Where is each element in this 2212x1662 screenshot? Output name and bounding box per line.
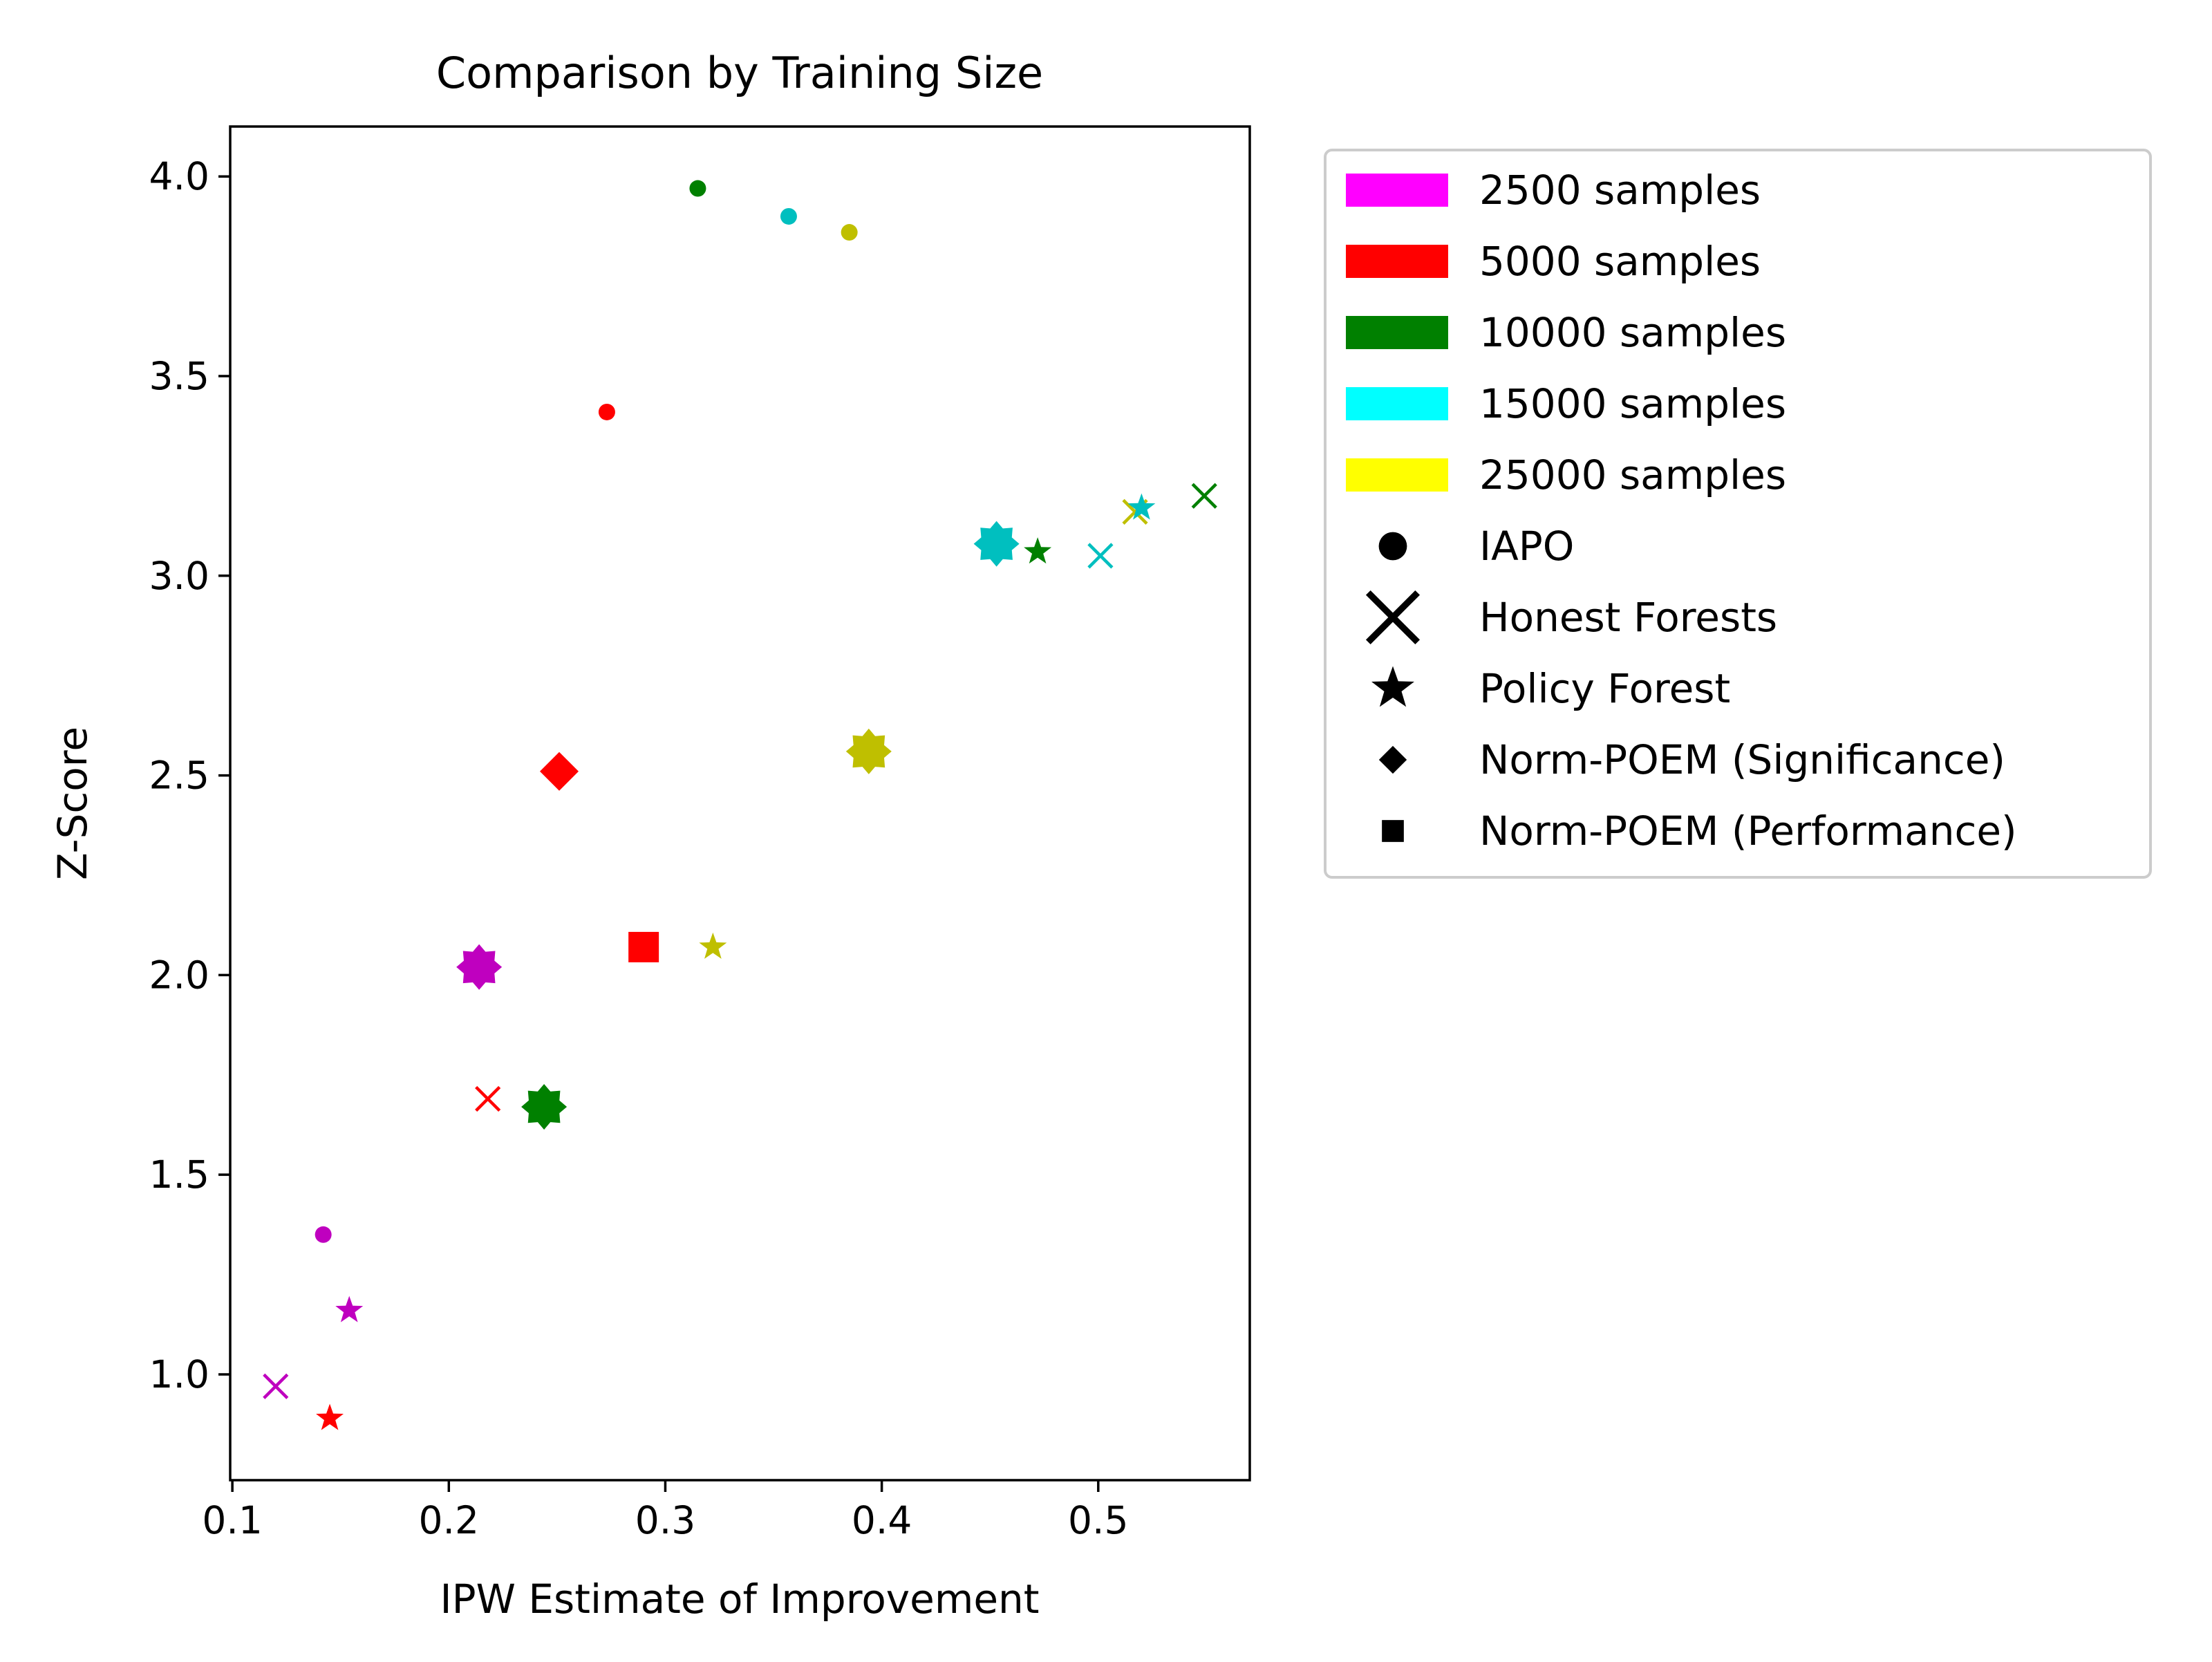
data-point-square xyxy=(628,931,659,962)
legend-label: Norm-POEM (Performance) xyxy=(1479,807,2017,855)
data-point-x xyxy=(263,1373,289,1399)
legend-label: Policy Forest xyxy=(1479,665,1730,712)
legend-marker-x xyxy=(1365,590,1421,645)
y-axis-label: Z-Score xyxy=(49,727,96,880)
y-tick-label: 4.0 xyxy=(149,154,209,198)
data-point-circle xyxy=(841,224,858,241)
data-point-diamond xyxy=(540,751,579,791)
legend-frame xyxy=(1324,149,2152,879)
y-tick-label: 3.0 xyxy=(149,554,209,598)
legend-items: 2500 samples 5000 samples 10000 samples 150… xyxy=(1346,167,2017,855)
y-tick-label: 2.5 xyxy=(149,754,209,798)
data-point-star8 xyxy=(456,944,503,990)
data-point-star xyxy=(316,1403,344,1430)
data-point-star xyxy=(1024,537,1052,564)
legend-swatch xyxy=(1346,458,1448,492)
data-point-star8 xyxy=(845,728,892,774)
x-tick-label: 0.5 xyxy=(1068,1498,1128,1542)
x-tick-label: 0.1 xyxy=(202,1498,262,1542)
data-point-star xyxy=(335,1296,364,1323)
data-point-circle xyxy=(315,1226,332,1243)
legend-label: 10000 samples xyxy=(1479,309,1786,356)
y-tick-label: 2.0 xyxy=(149,953,209,997)
legend-label: Norm-POEM (Significance) xyxy=(1479,736,2005,783)
legend-marker-star xyxy=(1371,666,1414,707)
data-point-star8 xyxy=(973,521,1020,567)
data-point-star8 xyxy=(521,1083,568,1130)
data-point-star xyxy=(1127,493,1156,520)
legend-label: 15000 samples xyxy=(1479,380,1786,427)
y-tick-label: 1.0 xyxy=(149,1352,209,1397)
axis-ticks: 0.1 0.2 0.3 0.4 0.5 1.0 1.5 2.0 2.5 3.0 3.5 4.0 xyxy=(149,154,1129,1542)
x-tick-label: 0.4 xyxy=(852,1498,912,1542)
legend-swatch xyxy=(1346,387,1448,420)
chart-title: Comparison by Training Size xyxy=(436,48,1043,98)
legend-swatch xyxy=(1346,316,1448,349)
legend-marker-square xyxy=(1382,820,1404,842)
x-tick-label: 0.3 xyxy=(635,1498,695,1542)
data-point-x xyxy=(475,1085,501,1112)
data-points xyxy=(263,180,1217,1430)
data-point-circle xyxy=(598,403,615,420)
legend-label: 2500 samples xyxy=(1479,167,1761,214)
legend-swatch xyxy=(1346,245,1448,278)
legend: 2500 samples 5000 samples 10000 samples 150… xyxy=(1324,149,2152,879)
y-tick-label: 3.5 xyxy=(149,354,209,398)
y-tick-label: 1.5 xyxy=(149,1152,209,1197)
data-point-x xyxy=(1087,543,1114,569)
legend-marker-circle xyxy=(1378,532,1407,561)
data-point-circle xyxy=(689,180,706,197)
x-axis-label: IPW Estimate of Improvement xyxy=(440,1576,1040,1623)
data-point-x xyxy=(1191,483,1217,509)
legend-label: IAPO xyxy=(1479,523,1574,570)
data-point-circle xyxy=(780,207,797,225)
legend-marker-diamond xyxy=(1378,745,1407,774)
legend-label: 25000 samples xyxy=(1479,451,1786,498)
x-tick-label: 0.2 xyxy=(419,1498,479,1542)
legend-label: Honest Forests xyxy=(1479,594,1777,641)
legend-swatch xyxy=(1346,174,1448,207)
legend-label: 5000 samples xyxy=(1479,238,1761,285)
data-point-star xyxy=(699,932,727,959)
plot-area-frame xyxy=(229,125,1251,1482)
